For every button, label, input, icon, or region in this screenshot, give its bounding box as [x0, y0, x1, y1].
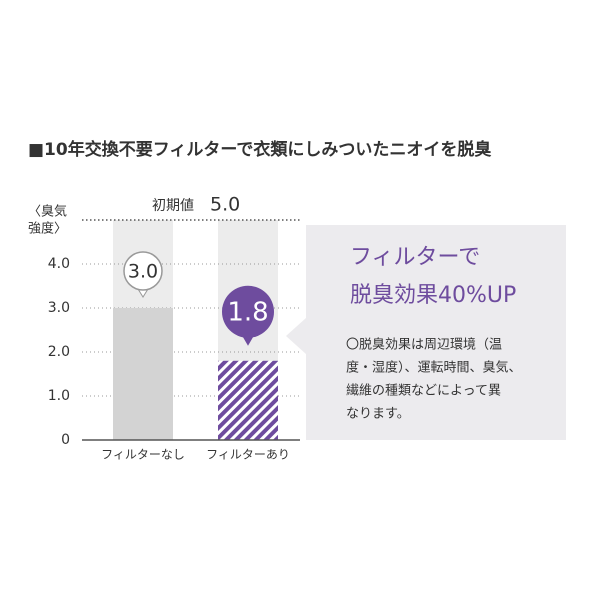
y-tick-label: 0	[61, 432, 70, 448]
x-tick-label: フィルターなし	[101, 448, 185, 462]
callout-note: 度・湿度）、運転時間、臭気、	[346, 360, 522, 376]
callout-note: なります。	[346, 407, 410, 422]
callout-note: 〇脱臭効果は周辺環境（温	[346, 338, 502, 353]
y-tick-label: 2.0	[48, 344, 70, 360]
bar	[113, 308, 173, 440]
y-tick-label: 1.0	[48, 388, 70, 404]
x-tick-label: フィルターあり	[206, 448, 290, 462]
value-bubble	[137, 288, 149, 298]
y-tick-label: 4.0	[48, 256, 70, 272]
reference-value-label: 5.0	[210, 194, 240, 216]
y-axis-label: 〈臭気	[28, 204, 67, 220]
callout-headline: 脱臭効果40%UP	[350, 283, 516, 308]
y-tick-label: 3.0	[48, 300, 70, 316]
y-axis-label: 強度〉	[28, 221, 67, 237]
callout-box	[306, 225, 566, 440]
value-label: 1.8	[227, 297, 268, 327]
reference-label: 初期値	[152, 197, 194, 214]
callout-headline: フィルターで	[350, 245, 480, 270]
callout-pointer	[286, 318, 306, 354]
bar	[218, 360, 278, 440]
value-bubble	[123, 251, 163, 291]
chart-title: ■10年交換不要フィルターで衣類にしみついたニオイを脱臭	[28, 139, 491, 160]
value-label: 3.0	[128, 261, 158, 283]
value-bubble	[222, 285, 274, 338]
callout-note: 繊維の種類などによって異	[346, 383, 501, 399]
